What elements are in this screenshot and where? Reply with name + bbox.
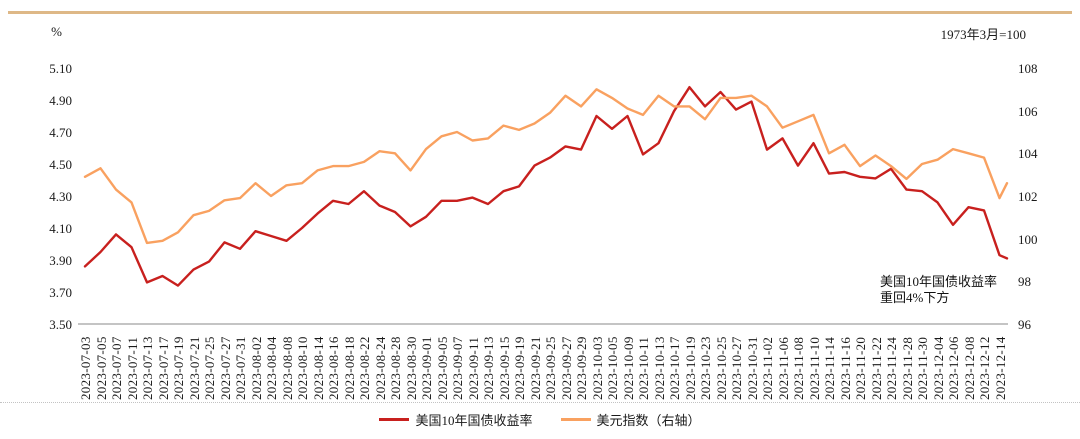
left-y-tick-label: 3.50 [49, 317, 72, 332]
x-tick-label: 2023-10-25 [713, 336, 729, 400]
x-tick-label: 2023-11-08 [791, 336, 806, 400]
x-tick-label: 2023-09-19 [512, 336, 527, 400]
x-tick-label: 2023-10-17 [667, 336, 682, 400]
left-y-tick-label: 4.30 [49, 189, 72, 204]
right-y-tick-label: 100 [1018, 231, 1038, 247]
x-tick-label: 2023-09-01 [419, 336, 434, 400]
x-tick-label: 2023-10-27 [729, 336, 744, 400]
x-tick-label: 2023-08-04 [264, 336, 279, 400]
x-tick-label: 2023-10-03 [589, 336, 605, 400]
annotation-line-2: 重回4%下方 [880, 290, 950, 305]
annotation-text: 美国10年国债收益率 重回4%下方 [880, 274, 997, 306]
x-tick-label: 2023-11-14 [822, 336, 837, 400]
left-y-tick-label: 4.10 [49, 221, 72, 236]
x-tick-label: 2023-07-21 [186, 336, 202, 400]
left-axis-unit-label: % [51, 24, 62, 39]
x-tick-label: 2023-08-08 [279, 336, 295, 400]
x-tick-label: 2023-09-15 [496, 336, 512, 400]
x-tick-label: 2023-07-13 [140, 336, 155, 400]
right-y-tick-label: 104 [1018, 146, 1038, 162]
x-tick-label: 2023-11-22 [868, 336, 884, 400]
x-tick-label: 2023-08-30 [403, 336, 419, 400]
x-tick-label: 2023-09-07 [450, 336, 465, 400]
x-tick-label: 2023-12-14 [992, 336, 1008, 400]
x-tick-label: 2023-12-08 [961, 336, 977, 400]
annotation-line-1: 美国10年国债收益率 [880, 274, 998, 289]
legend-line-swatch [379, 418, 410, 421]
x-tick-label: 2023-07-31 [233, 336, 248, 400]
x-tick-label: 2023-07-25 [202, 336, 217, 400]
x-tick-label: 2023-08-22 [357, 336, 372, 400]
x-tick-label: 2023-08-10 [295, 336, 310, 400]
x-tick-label: 2023-09-25 [543, 336, 558, 400]
left-y-tick-label: 4.50 [49, 157, 72, 172]
x-tick-label: 2023-12-04 [930, 336, 946, 400]
x-tick-label: 2023-11-20 [853, 336, 868, 400]
x-tick-label: 2023-11-06 [775, 336, 791, 400]
x-tick-label: 2023-10-19 [682, 336, 698, 400]
left-y-tick-label: 3.90 [49, 253, 72, 268]
left-y-tick-label: 4.90 [49, 93, 72, 108]
right-y-tick-label: 98 [1018, 274, 1031, 290]
dollar-index-line [83, 88, 1009, 245]
legend-item-treasury-yield: 美国10年国债收益率 [379, 410, 533, 429]
x-tick-label: 2023-07-11 [124, 336, 140, 400]
x-tick-label: 2023-11-16 [837, 336, 853, 400]
x-tick-label: 2023-12-06 [946, 336, 961, 400]
left-y-tick-label: 3.70 [49, 285, 72, 300]
top-accent-border [8, 11, 1072, 14]
legend-line-swatch [560, 418, 591, 421]
x-tick-label: 2023-09-13 [481, 336, 496, 400]
x-tick-label: 2023-09-21 [527, 336, 543, 400]
x-tick-label: 2023-07-19 [171, 336, 186, 400]
legend: 美国10年国债收益率 美元指数（右轴） [0, 410, 1080, 429]
x-tick-label: 2023-10-11 [636, 336, 651, 400]
x-tick-label: 2023-08-02 [248, 336, 264, 400]
legend-label: 美国10年国债收益率 [415, 413, 533, 428]
x-tick-label: 2023-08-28 [388, 336, 403, 400]
x-tick-label: 2023-09-05 [434, 336, 450, 400]
x-tick-label: 2023-11-02 [760, 336, 775, 400]
x-tick-label: 2023-07-27 [217, 336, 233, 400]
x-tick-label: 2023-10-13 [651, 336, 667, 400]
x-tick-label: 2023-09-29 [574, 336, 589, 400]
legend-item-dollar-index: 美元指数（右轴） [560, 410, 701, 429]
x-tick-label: 2023-10-05 [605, 336, 620, 400]
x-tick-label: 2023-11-28 [899, 336, 915, 400]
right-y-tick-label: 102 [1018, 189, 1038, 204]
x-tick-label: 2023-07-05 [93, 336, 109, 400]
left-y-tick-label: 4.70 [49, 125, 72, 140]
treasury-yield-line [83, 85, 1009, 287]
left-y-tick-label: 5.10 [49, 61, 72, 76]
right-y-tick-label: 96 [1018, 317, 1031, 332]
x-tick-label: 2023-11-24 [884, 336, 899, 400]
x-tick-label: 2023-08-16 [326, 336, 341, 400]
legend-label: 美元指数（右轴） [596, 413, 701, 428]
right-axis-unit-label: 1973年3月=100 [940, 27, 1026, 42]
x-tick-label: 2023-07-17 [155, 336, 171, 400]
x-tick-label: 2023-07-03 [78, 336, 93, 400]
x-tick-label: 2023-12-12 [977, 336, 992, 400]
x-tick-label: 2023-08-24 [372, 336, 388, 400]
x-tick-label: 2023-09-11 [465, 336, 481, 400]
x-tick-label: 2023-08-18 [341, 336, 357, 400]
dotted-separator-line [0, 402, 1080, 403]
x-tick-label: 2023-08-14 [310, 336, 326, 400]
x-tick-label: 2023-10-23 [698, 336, 713, 400]
x-tick-label: 2023-11-10 [806, 336, 822, 400]
x-tick-label: 2023-09-27 [558, 336, 574, 400]
x-tick-label: 2023-11-30 [915, 336, 930, 400]
x-tick-label: 2023-07-07 [109, 336, 124, 400]
x-tick-label: 2023-10-09 [620, 336, 636, 400]
right-y-tick-label: 106 [1018, 103, 1038, 119]
x-tick-label: 2023-10-31 [744, 336, 760, 400]
right-y-tick-label: 108 [1018, 61, 1038, 76]
